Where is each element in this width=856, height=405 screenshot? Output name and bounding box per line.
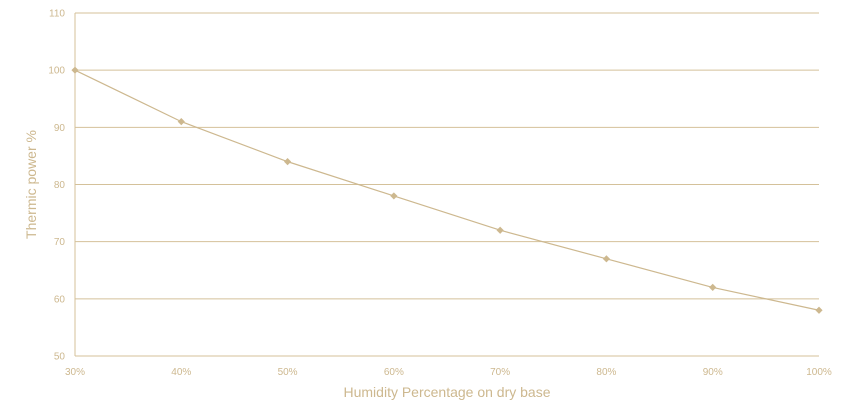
y-tick-label: 100: [48, 66, 65, 77]
data-point: [283, 158, 292, 166]
x-tick-label: 40%: [171, 367, 191, 378]
y-axis-title: Thermic power %: [23, 130, 39, 239]
grid: [75, 12, 819, 300]
x-tick-label: 60%: [384, 367, 404, 378]
x-tick-label: 100%: [806, 367, 832, 378]
series-group: [71, 66, 823, 314]
data-point: [71, 66, 79, 74]
y-tick-label: 90: [54, 123, 66, 134]
x-tick-label: 80%: [596, 367, 616, 378]
data-point: [177, 118, 185, 126]
x-tick-label: 30%: [65, 367, 85, 378]
y-tick-label: 80: [54, 180, 66, 191]
y-tick-label: 50: [54, 352, 66, 363]
y-tick-label: 70: [54, 237, 66, 248]
y-tick-label: 60: [54, 294, 66, 305]
data-point: [390, 192, 398, 200]
x-tick-labels: 30% 40% 50% 60% 70% 80% 90% 100%: [65, 367, 832, 378]
data-point: [496, 226, 504, 234]
y-tick-labels: 50 60 70 80 90 100 110: [48, 9, 65, 363]
data-point: [602, 255, 611, 263]
data-point: [815, 306, 823, 314]
x-tick-label: 50%: [278, 367, 298, 378]
series-line: [74, 69, 820, 311]
y-tick-label: 110: [49, 9, 65, 20]
x-tick-label: 90%: [703, 367, 723, 378]
data-point: [709, 283, 717, 291]
x-axis-title: Humidity Percentage on dry base: [344, 384, 551, 400]
x-tick-label: 70%: [490, 367, 510, 378]
